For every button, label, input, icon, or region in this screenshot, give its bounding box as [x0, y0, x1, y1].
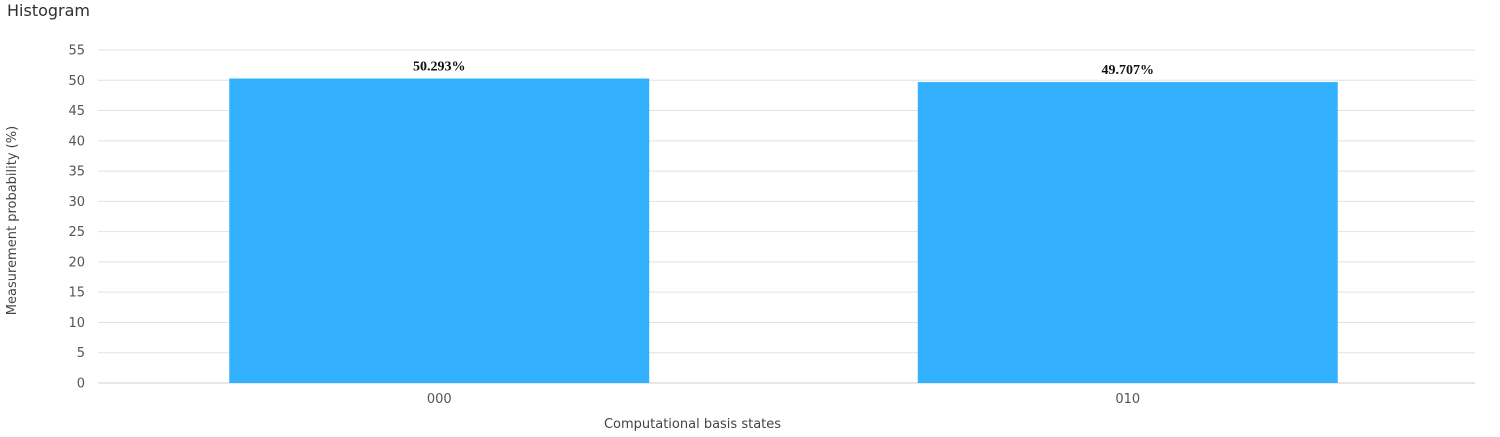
x-tick-label-000: 000	[427, 392, 452, 407]
bars	[229, 78, 1338, 384]
page-title: Histogram	[7, 1, 90, 20]
y-tick-label-0: 0	[77, 377, 85, 392]
x-axis-title: Computational basis states	[604, 417, 781, 432]
y-tick-label-15: 15	[68, 286, 85, 301]
x-tick-labels: 000 010	[427, 392, 1140, 407]
y-tick-label-35: 35	[68, 165, 85, 180]
bar-010	[917, 82, 1338, 384]
y-axis-title: Measurement probability (%)	[5, 126, 20, 315]
y-tick-label-50: 50	[68, 74, 85, 89]
y-tick-label-25: 25	[68, 225, 85, 240]
bar-value-label-010: 49.707%	[1102, 63, 1155, 78]
bar-000	[229, 78, 650, 383]
y-tick-label-10: 10	[68, 316, 85, 331]
y-tick-label-20: 20	[68, 255, 85, 270]
y-tick-label-45: 45	[68, 104, 85, 119]
x-tick-label-010: 010	[1115, 392, 1140, 407]
y-tick-label-5: 5	[77, 346, 85, 361]
y-tick-label-40: 40	[68, 134, 85, 149]
y-tick-label-55: 55	[68, 44, 85, 59]
bar-value-labels: 50.293% 49.707%	[413, 59, 1154, 78]
y-tick-label-30: 30	[68, 195, 85, 210]
bar-value-label-000: 50.293%	[413, 59, 466, 74]
y-tick-labels: 0 5 10 15 20 25 30 35 40 45 50 55	[68, 44, 85, 392]
